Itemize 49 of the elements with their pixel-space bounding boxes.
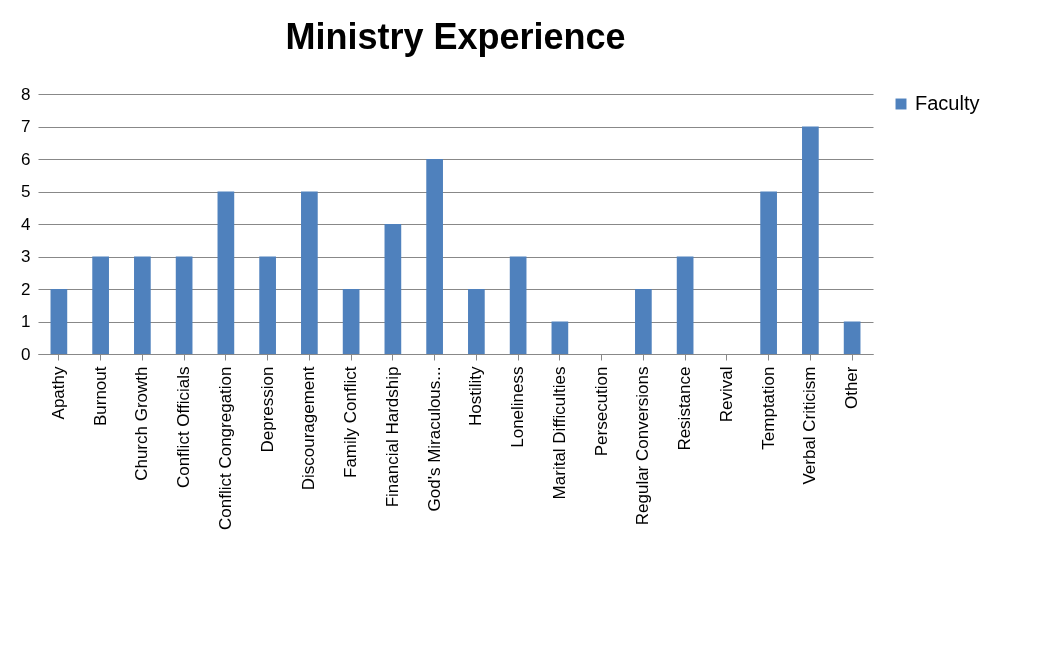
- y-tick-label: 0: [21, 344, 31, 364]
- y-tick-label: 8: [21, 84, 31, 104]
- legend-label: Faculty: [915, 92, 980, 114]
- bar: [50, 289, 68, 354]
- x-tick-label: Temptation: [758, 366, 778, 450]
- x-tick-label: Apathy: [48, 366, 68, 420]
- x-tick-label: Persecution: [591, 366, 611, 457]
- bar: [175, 256, 193, 354]
- bar: [259, 256, 276, 354]
- x-tick-label: Other: [842, 366, 862, 410]
- y-tick-label: 6: [21, 149, 31, 169]
- x-tick-label: God's Miraculous...: [424, 366, 444, 512]
- x-tick-label: Church Growth: [132, 366, 152, 481]
- bar: [635, 289, 652, 354]
- chart-title: Ministry Experience: [285, 16, 626, 57]
- bar: [134, 256, 151, 354]
- bar: [301, 191, 318, 354]
- bar: [426, 159, 443, 354]
- x-tick-label: Loneliness: [508, 366, 528, 448]
- bar: [551, 321, 569, 354]
- x-tick-label: Resistance: [675, 366, 695, 451]
- bar: [468, 289, 485, 354]
- y-tick-label: 2: [21, 279, 31, 299]
- y-tick-label: 5: [21, 182, 31, 201]
- y-tick-label: 3: [21, 247, 31, 266]
- bar: [92, 256, 109, 354]
- x-tick-label: Hostility: [466, 366, 486, 427]
- x-tick-label: Burnout: [90, 366, 110, 427]
- y-tick-label: 7: [21, 117, 31, 136]
- x-tick-label: Financial Hardship: [382, 366, 402, 508]
- y-tick-label: 1: [21, 312, 31, 331]
- bar: [342, 289, 360, 354]
- bar: [217, 191, 235, 354]
- x-tick-label: Conflict Congregation: [215, 366, 235, 530]
- bar: [760, 191, 777, 354]
- x-tick-label: Marital Difficulties: [549, 366, 569, 500]
- x-tick-label: Verbal Criticism: [800, 366, 820, 485]
- x-tick-label: Discouragement: [299, 366, 319, 491]
- bar: [509, 256, 527, 354]
- bar: [676, 256, 694, 354]
- x-tick-label: Regular Conversions: [633, 366, 653, 526]
- x-tick-label: Depression: [257, 366, 277, 453]
- bar: [843, 321, 861, 354]
- x-tick-label: Conflict Officials: [174, 366, 194, 489]
- bar: [384, 224, 402, 354]
- x-tick-label: Family Conflict: [341, 366, 361, 478]
- x-tick-label: Revival: [716, 366, 736, 423]
- y-tick-label: 4: [21, 214, 31, 234]
- bar: [802, 126, 819, 354]
